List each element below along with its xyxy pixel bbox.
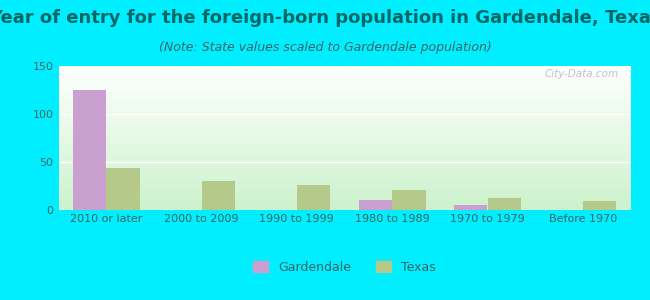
Bar bbox=[454, 205, 488, 210]
Text: City-Data.com: City-Data.com bbox=[545, 69, 619, 79]
Bar bbox=[297, 185, 330, 210]
Bar bbox=[488, 197, 521, 210]
Legend: Gardendale, Texas: Gardendale, Texas bbox=[248, 256, 441, 279]
Text: (Note: State values scaled to Gardendale population): (Note: State values scaled to Gardendale… bbox=[159, 40, 491, 53]
Bar bbox=[106, 168, 140, 210]
Bar bbox=[392, 190, 426, 210]
Bar bbox=[359, 200, 392, 210]
Bar bbox=[202, 181, 235, 210]
Bar bbox=[583, 201, 616, 210]
Bar bbox=[73, 90, 106, 210]
Text: Year of entry for the foreign-born population in Gardendale, Texas: Year of entry for the foreign-born popul… bbox=[0, 9, 650, 27]
